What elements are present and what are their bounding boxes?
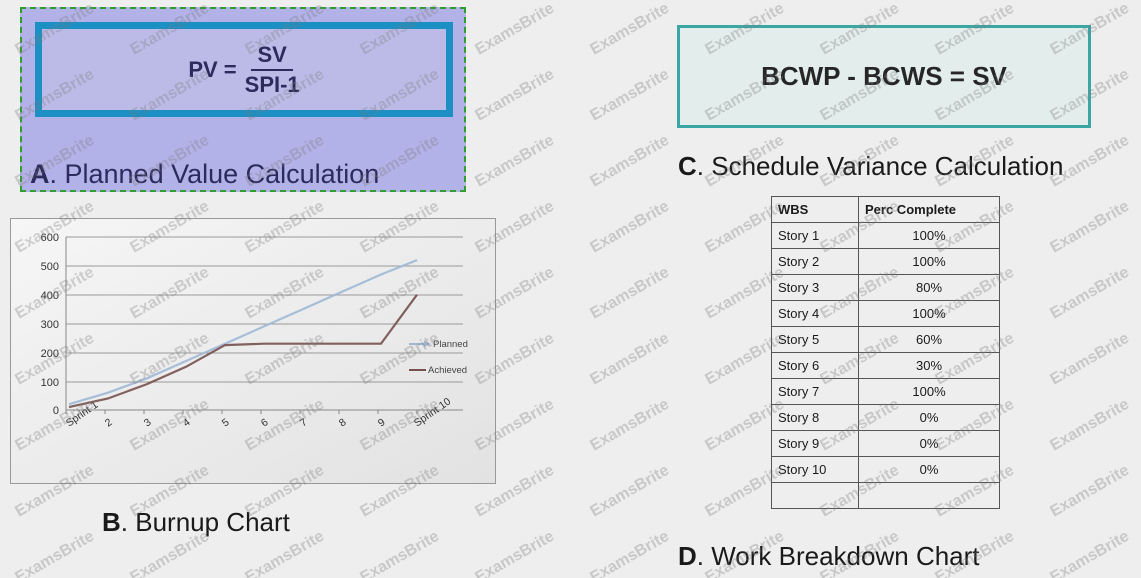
svg-text:100: 100 [41, 377, 59, 389]
svg-text:8: 8 [337, 416, 349, 429]
svg-text:6: 6 [259, 416, 271, 429]
svg-text:300: 300 [41, 319, 59, 331]
svg-text:0: 0 [53, 405, 59, 417]
svg-text:2: 2 [103, 416, 115, 429]
svg-text:Sprint 10: Sprint 10 [412, 395, 453, 429]
svg-text:400: 400 [41, 290, 59, 302]
svg-text:Planned: Planned [433, 339, 468, 350]
svg-text:200: 200 [41, 348, 59, 360]
svg-text:4: 4 [181, 416, 193, 429]
svg-text:5: 5 [220, 416, 232, 429]
svg-text:9: 9 [376, 416, 388, 429]
svg-text:3: 3 [142, 416, 154, 429]
svg-text:7: 7 [298, 416, 310, 429]
svg-text:Achieved: Achieved [428, 365, 467, 376]
svg-text:600: 600 [41, 232, 59, 244]
svg-text:500: 500 [41, 261, 59, 273]
